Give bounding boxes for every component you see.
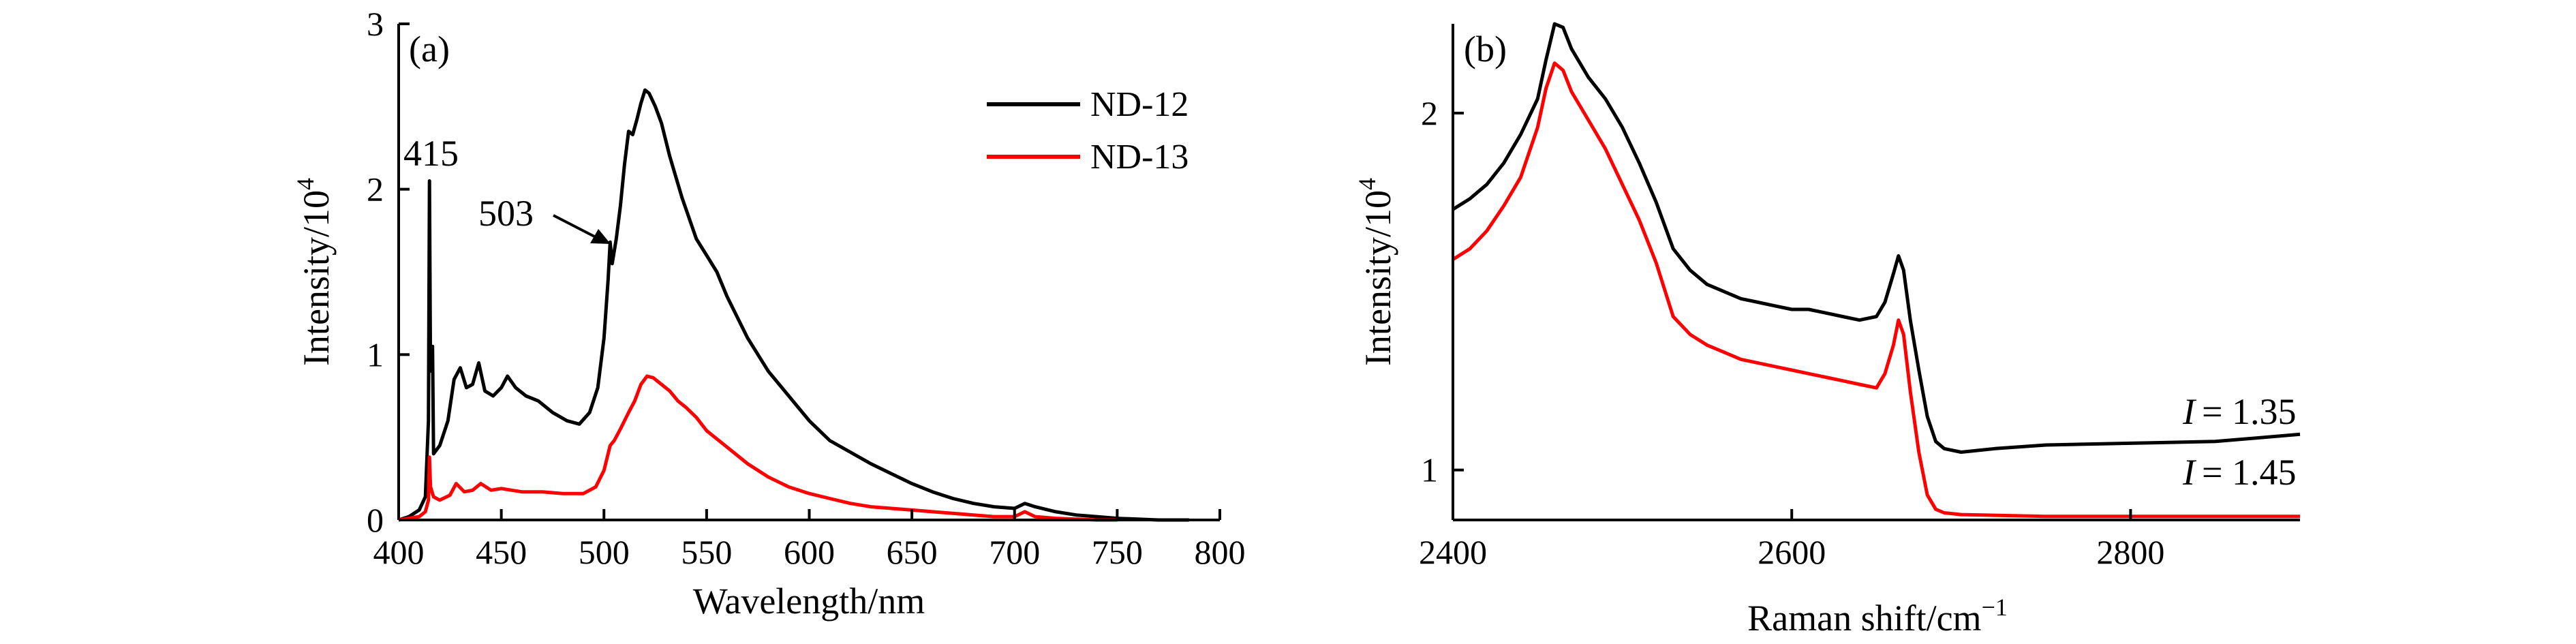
- panel-b-series: [1452, 22, 2301, 519]
- panel-a-y-tick-label: 2: [367, 170, 384, 209]
- panel-a-y-tick-label: 3: [367, 5, 384, 43]
- panel-b-label: (b): [1464, 29, 1507, 70]
- panel-b-y-axis-title-base: Intensity/10: [1358, 190, 1398, 366]
- panel-a-x-ticks: 400 450 500 550 600 650 700 750 800: [373, 509, 1246, 571]
- panel-a-x-tick-label: 750: [1092, 533, 1143, 571]
- panel-a-x-tick-label: 600: [784, 533, 835, 571]
- panel-b-line-series-1: [1452, 22, 2301, 454]
- panel-a-y-tick-label: 1: [367, 335, 384, 373]
- panel-a-y-tick-label: 0: [367, 501, 384, 539]
- panel-b-x-tick-label: 2400: [1419, 533, 1487, 571]
- panel-a-x-tick-label: 500: [579, 533, 630, 571]
- annotation-503-arrow-line: [553, 214, 599, 240]
- panel-b-y-axis-title: Intensity/104: [1353, 178, 1398, 366]
- panel-a-legend: ND-12 ND-13: [987, 85, 1189, 177]
- panel-b-y-tick-label: 2: [1421, 94, 1438, 132]
- panel-b-annotations: I = 1.35 I = 1.45: [2182, 391, 2296, 493]
- panel-a-x-tick-label: 800: [1195, 533, 1246, 571]
- panel-a-series: [398, 88, 1189, 522]
- panel-b-x-axis-title: Raman shift/cm−1: [1747, 594, 2008, 639]
- annotation-415: 415: [403, 133, 459, 174]
- legend-label-nd-13: ND-13: [1090, 138, 1189, 177]
- annotation-503: 503: [478, 193, 534, 234]
- panel-a-x-tick-label: 550: [681, 533, 732, 571]
- panel-b-axes: [1452, 24, 2300, 521]
- panel-b-y-ticks: 12: [1421, 94, 1464, 489]
- panel-b-x-tick-label: 2600: [1758, 533, 1826, 571]
- panel-a-x-tick-label: 700: [989, 533, 1040, 571]
- panel-a-y-axis-title-base: Intensity/10: [296, 190, 337, 366]
- annotation-ratio-black: I = 1.35: [2182, 391, 2296, 432]
- annotation-ratio-black-symbol: I: [2182, 391, 2197, 432]
- panel-b-raman-spectrum: 2400 2600 2800 12 (b) Raman shift/cm−1 Int…: [1353, 22, 2301, 639]
- panel-a-annotations: 415 503: [403, 133, 611, 244]
- panel-a-y-axis-title: Intensity/104: [292, 178, 337, 366]
- legend-label-nd-12: ND-12: [1090, 85, 1189, 124]
- panel-b-y-tick-label: 1: [1421, 451, 1438, 489]
- panel-a-x-tick-label: 400: [373, 533, 425, 571]
- annotation-ratio-red: I = 1.45: [2182, 452, 2296, 493]
- panel-b-x-tick-label: 2800: [2096, 533, 2164, 571]
- panel-a-y-axis-title-exponent: 4: [292, 178, 319, 190]
- panel-a-y-ticks: 0 1 2 3: [367, 5, 410, 539]
- panel-a-line-nd-13: [398, 374, 1118, 522]
- annotation-503-arrow-head: [590, 229, 611, 244]
- panel-b-line-series-2: [1452, 61, 2300, 519]
- panel-a-label: (a): [409, 29, 450, 70]
- panel-b-x-axis-title-base: Raman shift/cm: [1747, 598, 1981, 639]
- annotation-ratio-red-symbol: I: [2182, 452, 2197, 493]
- annotation-ratio-red-value: = 1.45: [2202, 452, 2296, 493]
- panel-a-line-nd-12: [398, 88, 1189, 522]
- panel-a-x-tick-label: 450: [476, 533, 527, 571]
- annotation-ratio-black-value: = 1.35: [2202, 391, 2296, 432]
- panel-b-y-axis-title-exponent: 4: [1353, 178, 1381, 190]
- panel-a-emission-spectrum: 400 450 500 550 600 650 700 750 800 0 1 2 3 (a) Wav…: [292, 5, 1246, 622]
- panel-b-x-axis-title-exponent: −1: [1982, 594, 2008, 621]
- panel-a-x-axis-title: Wavelength/nm: [693, 581, 925, 622]
- panel-a-x-tick-label: 650: [887, 533, 938, 571]
- panel-b-x-ticks: 2400 2600 2800: [1419, 509, 2164, 571]
